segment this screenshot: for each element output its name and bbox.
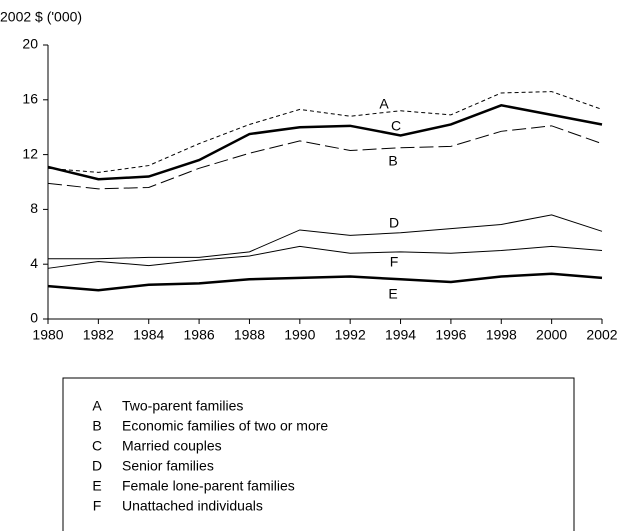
x-tick-label: 1984 <box>133 327 164 343</box>
x-tick-label: 2000 <box>536 327 567 343</box>
series-key-label: C <box>391 118 401 134</box>
x-tick-label: 1982 <box>83 327 114 343</box>
legend-key: E <box>92 478 101 494</box>
x-tick-label: 1988 <box>234 327 265 343</box>
series-line <box>47 103 603 181</box>
legend-key: A <box>92 398 102 414</box>
series-key-label: E <box>388 286 397 302</box>
series-line <box>47 91 603 173</box>
y-tick-label: 8 <box>30 200 38 216</box>
y-axis-label: 2002 $ ('000) <box>0 9 82 25</box>
y-tick-label: 20 <box>22 36 38 52</box>
x-tick-label: 2002 <box>586 327 617 343</box>
legend-key: C <box>92 438 102 454</box>
series-line <box>47 272 603 292</box>
series-key-label: D <box>389 215 399 231</box>
x-tick-label: 1992 <box>335 327 366 343</box>
legend-label: Senior families <box>122 458 214 474</box>
series-line <box>48 214 603 260</box>
series-key-label: B <box>388 153 397 169</box>
y-tick-label: 4 <box>30 255 38 271</box>
legend-label: Economic families of two or more <box>122 418 328 434</box>
legend-label: Female lone-parent families <box>122 478 295 494</box>
series-key-label: F <box>390 254 399 270</box>
x-tick-label: 1990 <box>284 327 315 343</box>
x-tick-label: 1986 <box>184 327 215 343</box>
x-tick-label: 1980 <box>32 327 63 343</box>
legend-key: D <box>92 458 102 474</box>
legend-label: Unattached individuals <box>122 498 263 514</box>
x-tick-label: 1998 <box>486 327 517 343</box>
y-tick-label: 16 <box>22 91 38 107</box>
legend-label: Two-parent families <box>122 398 243 414</box>
y-tick-label: 12 <box>22 145 38 161</box>
x-tick-label: 1996 <box>435 327 466 343</box>
legend-box <box>62 377 575 531</box>
y-tick-label: 0 <box>30 310 38 326</box>
series-key-label: A <box>379 96 389 112</box>
legend-label: Married couples <box>122 438 222 454</box>
legend-key: F <box>93 498 102 514</box>
series-line <box>47 125 603 190</box>
series-line <box>47 245 603 269</box>
legend-key: B <box>92 418 101 434</box>
x-tick-label: 1994 <box>385 327 416 343</box>
